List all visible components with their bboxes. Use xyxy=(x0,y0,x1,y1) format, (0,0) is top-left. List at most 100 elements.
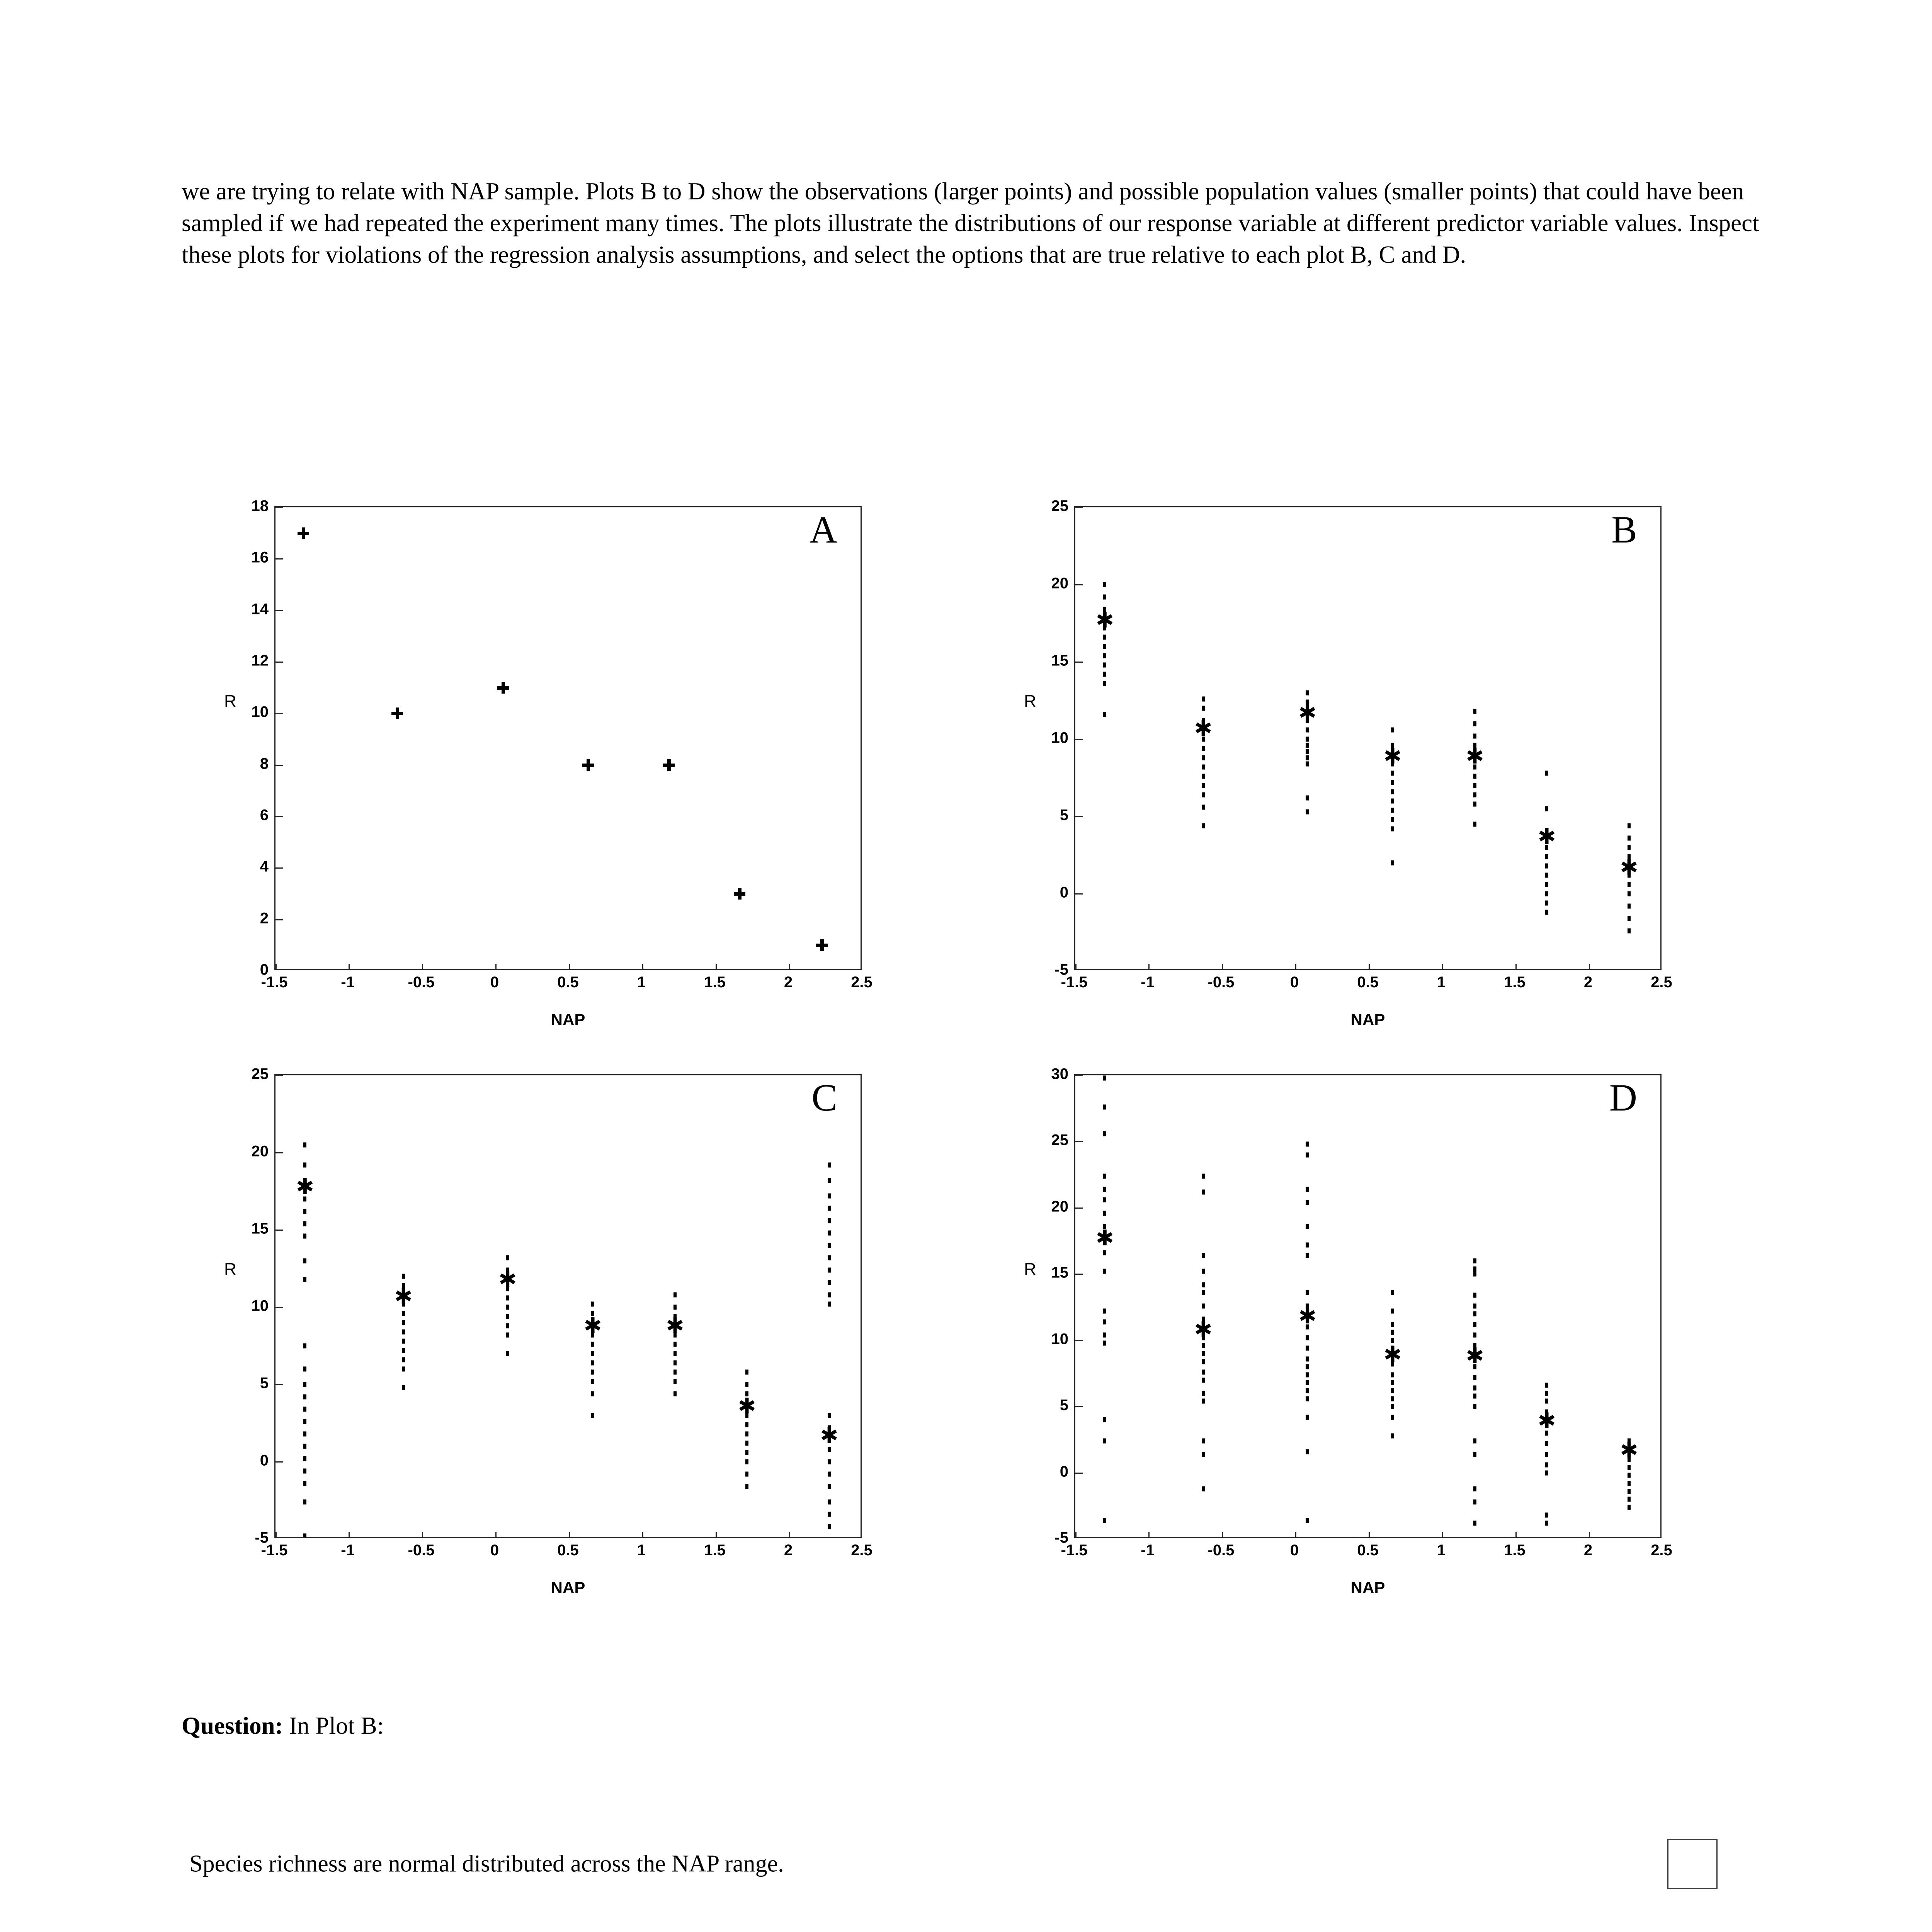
population-point xyxy=(591,1413,594,1418)
population-point xyxy=(1201,1316,1205,1322)
population-point xyxy=(506,1332,509,1338)
y-tick-label: 30 xyxy=(1051,1065,1069,1083)
x-tick-label: 2 xyxy=(784,974,793,991)
x-tick-label: -1 xyxy=(1141,974,1155,991)
population-point xyxy=(1391,770,1394,776)
population-point xyxy=(673,1351,677,1356)
population-point xyxy=(1201,1486,1205,1492)
population-point xyxy=(401,1320,405,1325)
population-point xyxy=(1103,644,1106,649)
population-point xyxy=(1545,845,1548,850)
x-tick-label: 0.5 xyxy=(557,974,579,991)
y-tick-label: -5 xyxy=(255,1529,269,1546)
x-tick-label: -0.5 xyxy=(408,1542,435,1559)
y-tick-mark xyxy=(276,764,283,766)
population-point xyxy=(673,1304,677,1310)
population-point xyxy=(1103,653,1106,658)
figure-panels: A R NAP 0 2 4 6 8 10 12 14 16 18 -1.5 -1 -0.5 0 0.5 1 1.5 2 2… xyxy=(216,469,1716,1617)
x-tick-label: 2.5 xyxy=(1651,1542,1672,1559)
x-tick-mark xyxy=(642,1532,643,1537)
x-tick-label: -1.5 xyxy=(261,974,288,991)
x-tick-label: 0 xyxy=(490,1542,499,1559)
population-point xyxy=(827,1499,831,1505)
population-point xyxy=(827,1178,831,1183)
population-point xyxy=(745,1413,748,1418)
population-point xyxy=(1473,743,1476,748)
population-point xyxy=(827,1162,831,1168)
x-tick-mark xyxy=(569,964,570,969)
population-point xyxy=(1201,1359,1205,1364)
y-tick-mark xyxy=(1075,1207,1083,1209)
population-point xyxy=(303,1394,306,1400)
population-point xyxy=(1545,882,1548,887)
answer-option-checkbox[interactable] xyxy=(1667,1839,1718,1889)
population-point xyxy=(1306,718,1309,723)
population-point xyxy=(506,1274,509,1279)
population-point xyxy=(827,1243,831,1248)
population-point xyxy=(1306,1324,1309,1330)
x-tick-mark xyxy=(422,964,423,969)
population-point xyxy=(1391,1330,1394,1335)
answer-option-row[interactable]: Species richness are normal distributed … xyxy=(182,1812,1774,1916)
x-tick-mark xyxy=(1369,1532,1370,1537)
population-point xyxy=(303,1233,306,1239)
observation-point xyxy=(391,707,403,719)
y-tick-mark xyxy=(1075,893,1083,895)
population-point xyxy=(1306,727,1309,733)
y-tick-mark xyxy=(276,662,283,663)
y-tick-mark xyxy=(1075,1406,1083,1408)
y-tick-mark xyxy=(276,713,283,714)
y-tick-mark xyxy=(276,1307,283,1308)
population-point xyxy=(303,1468,306,1474)
population-point xyxy=(1473,1438,1476,1444)
y-tick-mark xyxy=(276,1075,283,1076)
x-tick-label: 2.5 xyxy=(851,1542,872,1559)
population-point xyxy=(1201,718,1205,723)
answer-option-row[interactable]: There is homogeneity of variance of spec… xyxy=(182,1916,1774,1932)
question-line: Question: In Plot B: xyxy=(182,1712,384,1740)
y-tick-label: 25 xyxy=(251,1065,269,1083)
question-label: Question: xyxy=(182,1712,283,1739)
population-point xyxy=(673,1325,677,1330)
y-tick-mark xyxy=(1075,739,1083,740)
population-point xyxy=(303,1162,306,1168)
population-point xyxy=(827,1413,831,1418)
population-point xyxy=(1103,1332,1106,1338)
x-tick-mark xyxy=(1295,1532,1296,1537)
population-point xyxy=(1391,808,1394,813)
population-point xyxy=(506,1314,509,1319)
answer-option-label: Species richness are normal distributed … xyxy=(189,1850,784,1877)
population-point xyxy=(1306,1315,1309,1320)
plot-frame-a: A xyxy=(274,506,862,970)
population-point xyxy=(827,1280,831,1285)
population-point xyxy=(827,1434,831,1440)
y-tick-mark xyxy=(276,1230,283,1231)
y-tick-mark xyxy=(276,919,283,920)
y-axis-label-a: R xyxy=(224,692,236,711)
population-point xyxy=(745,1459,748,1464)
x-axis-label-a: NAP xyxy=(551,1010,585,1029)
population-point xyxy=(1306,761,1309,767)
population-point xyxy=(591,1332,594,1338)
y-tick-label: 5 xyxy=(1060,1396,1068,1414)
population-point xyxy=(1201,1369,1205,1375)
population-point xyxy=(745,1391,748,1396)
population-point xyxy=(401,1311,405,1316)
population-point xyxy=(1545,1452,1548,1457)
y-tick-label: 8 xyxy=(260,755,269,772)
population-point xyxy=(827,1230,831,1236)
population-point xyxy=(1545,829,1548,835)
population-point xyxy=(1473,1520,1476,1526)
population-point xyxy=(506,1286,509,1291)
observation-point xyxy=(663,759,675,771)
population-point xyxy=(303,1185,306,1191)
population-point xyxy=(1473,733,1476,739)
population-point xyxy=(401,1338,405,1344)
x-tick-mark xyxy=(716,964,717,969)
population-point xyxy=(303,1481,306,1486)
x-tick-mark xyxy=(1222,1532,1223,1537)
population-point xyxy=(1201,1189,1205,1195)
population-point xyxy=(591,1379,594,1384)
observation-point xyxy=(582,759,594,771)
population-point xyxy=(1306,1380,1309,1385)
